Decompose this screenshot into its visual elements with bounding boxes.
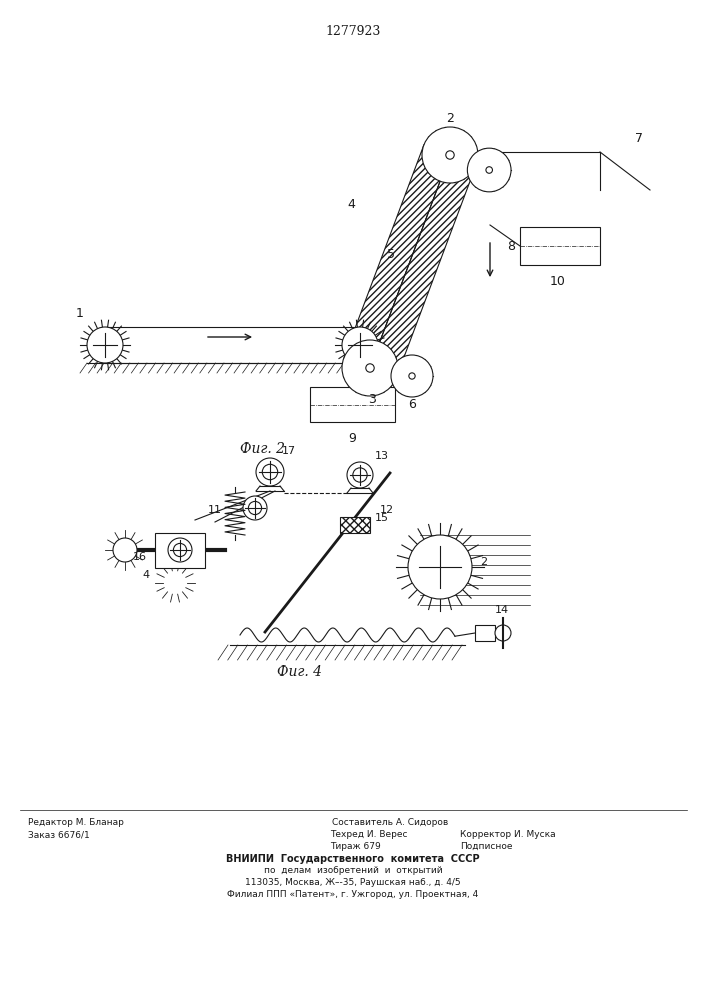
- Text: 9: 9: [348, 432, 356, 445]
- Text: 113035, Москва, Ж–-35, Раушская наб., д. 4/5: 113035, Москва, Ж–-35, Раушская наб., д.…: [245, 878, 461, 887]
- Text: 10: 10: [550, 275, 566, 288]
- Text: 16: 16: [133, 552, 147, 562]
- Polygon shape: [370, 155, 476, 378]
- Text: 2: 2: [480, 557, 487, 567]
- Circle shape: [391, 355, 433, 397]
- Bar: [155, 532, 205, 568]
- Circle shape: [342, 327, 378, 363]
- Text: 1: 1: [76, 307, 84, 320]
- Circle shape: [408, 535, 472, 599]
- Text: 6: 6: [408, 398, 416, 411]
- Polygon shape: [344, 145, 450, 368]
- Text: 1277923: 1277923: [325, 25, 380, 38]
- Text: 7: 7: [635, 132, 643, 145]
- Circle shape: [243, 496, 267, 520]
- Text: 12: 12: [380, 505, 394, 515]
- Text: 8: 8: [507, 239, 515, 252]
- Text: Техред И. Верес: Техред И. Верес: [330, 830, 407, 839]
- Circle shape: [87, 327, 123, 363]
- Polygon shape: [340, 517, 370, 533]
- Text: по  делам  изобретений  и  открытий: по делам изобретений и открытий: [264, 866, 443, 875]
- Circle shape: [347, 462, 373, 488]
- Bar: [520, 227, 600, 265]
- Text: 13: 13: [375, 451, 389, 461]
- Text: Тираж 679: Тираж 679: [330, 842, 381, 851]
- Circle shape: [422, 127, 478, 183]
- Text: Филиал ППП «Патент», г. Ужгород, ул. Проектная, 4: Филиал ППП «Патент», г. Ужгород, ул. Про…: [228, 890, 479, 899]
- Text: Редактор М. Бланар: Редактор М. Бланар: [28, 818, 124, 827]
- Text: 17: 17: [282, 446, 296, 456]
- Text: 4: 4: [143, 570, 150, 580]
- Text: Подписное: Подписное: [460, 842, 513, 851]
- Text: Составитель А. Сидоров: Составитель А. Сидоров: [332, 818, 448, 827]
- Text: Фиг. 4: Фиг. 4: [278, 665, 322, 679]
- Bar: [475, 625, 495, 641]
- Circle shape: [256, 458, 284, 486]
- Text: 11: 11: [208, 505, 222, 515]
- Text: 15: 15: [375, 513, 389, 523]
- Text: 4: 4: [347, 198, 355, 212]
- Bar: [310, 387, 395, 422]
- Circle shape: [262, 464, 278, 480]
- Text: Корректор И. Муска: Корректор И. Муска: [460, 830, 556, 839]
- Circle shape: [486, 167, 493, 173]
- Circle shape: [248, 501, 262, 515]
- Text: ВНИИПИ  Государственного  комитета  СССР: ВНИИПИ Государственного комитета СССР: [226, 854, 480, 864]
- Text: Заказ 6676/1: Заказ 6676/1: [28, 830, 90, 839]
- Circle shape: [366, 364, 374, 372]
- Text: 5: 5: [387, 248, 395, 261]
- Circle shape: [168, 538, 192, 562]
- Circle shape: [467, 148, 511, 192]
- Circle shape: [409, 373, 415, 379]
- Text: 14: 14: [495, 605, 509, 615]
- Circle shape: [173, 543, 187, 557]
- Circle shape: [446, 151, 454, 159]
- Circle shape: [353, 468, 367, 482]
- Text: 2: 2: [446, 112, 454, 125]
- Text: Фиг. 2: Фиг. 2: [240, 442, 285, 456]
- Circle shape: [495, 625, 511, 641]
- Circle shape: [342, 340, 398, 396]
- Text: 3: 3: [368, 393, 376, 406]
- Circle shape: [113, 538, 137, 562]
